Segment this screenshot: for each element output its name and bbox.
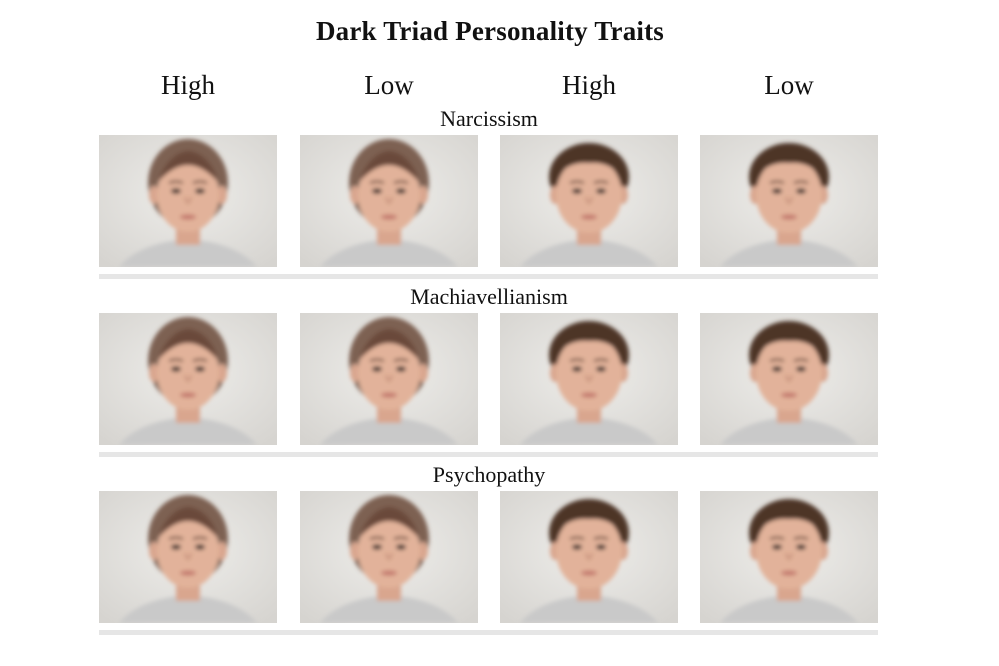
figure-title: Dark Triad Personality Traits xyxy=(315,16,665,46)
row-label-psychopathy: Psychopathy xyxy=(432,462,546,487)
row-label-machiavellianism: Machiavellianism xyxy=(410,284,568,309)
face-image xyxy=(99,491,277,623)
male-face-photo xyxy=(500,135,678,267)
male-face-photo xyxy=(700,313,878,445)
female-face-photo xyxy=(300,491,478,623)
row-label-narcissism: Narcissism xyxy=(440,106,538,131)
female-face-photo xyxy=(300,313,478,445)
row-divider xyxy=(99,274,878,279)
face-image xyxy=(700,313,878,445)
female-face-photo xyxy=(300,135,478,267)
female-face-photo xyxy=(99,135,277,267)
face-image xyxy=(300,135,478,267)
face-image xyxy=(300,491,478,623)
face-image xyxy=(500,313,678,445)
face-image xyxy=(500,135,678,267)
female-face-photo xyxy=(99,491,277,623)
female-face-photo xyxy=(99,313,277,445)
male-face-photo xyxy=(700,135,878,267)
face-image xyxy=(300,313,478,445)
row-divider xyxy=(99,452,878,457)
column-label-female-high: High xyxy=(161,70,215,100)
column-label-male-low: Low xyxy=(764,70,814,100)
row-divider xyxy=(99,630,878,635)
face-image xyxy=(700,491,878,623)
face-image xyxy=(99,135,277,267)
column-label-male-high: High xyxy=(562,70,616,100)
column-label-female-low: Low xyxy=(364,70,414,100)
male-face-photo xyxy=(500,491,678,623)
face-image xyxy=(99,313,277,445)
male-face-photo xyxy=(700,491,878,623)
face-image xyxy=(500,491,678,623)
face-image xyxy=(700,135,878,267)
male-face-photo xyxy=(500,313,678,445)
